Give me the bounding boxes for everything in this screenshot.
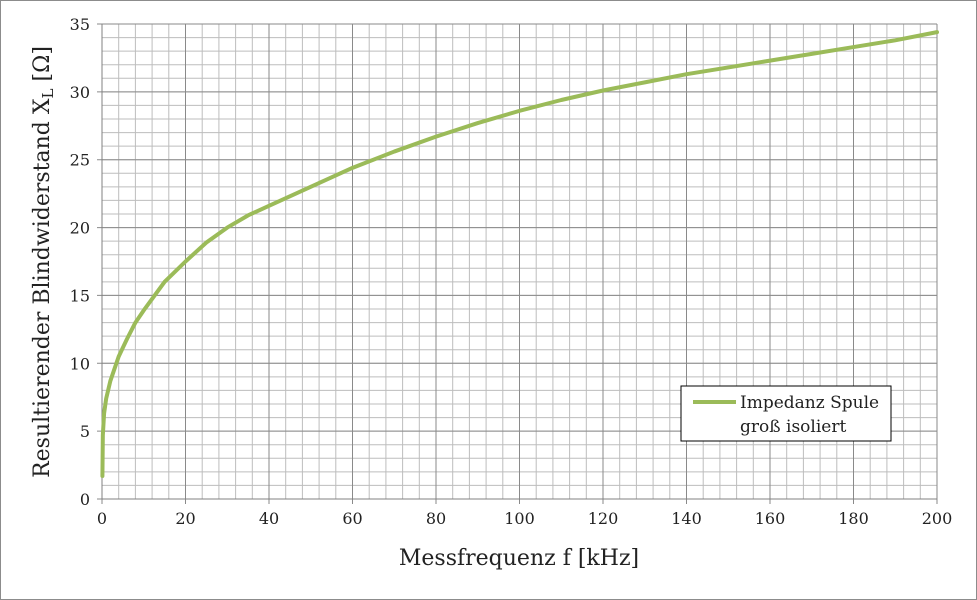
- y-axis-title-subscript: L: [39, 88, 57, 98]
- y-axis-title-suffix: [Ω]: [30, 46, 55, 88]
- x-tick-label: 200: [922, 509, 953, 528]
- series-line-0: [100, 30, 939, 478]
- x-tick-label: 180: [838, 509, 869, 528]
- x-tick-label: 40: [259, 509, 279, 528]
- x-tick-label: 100: [504, 509, 535, 528]
- x-tick-label: 140: [671, 509, 702, 528]
- legend-label-line-2: groß isoliert: [740, 417, 846, 437]
- x-tick-label: 120: [588, 509, 619, 528]
- y-tick-label: 35: [70, 15, 90, 34]
- y-axis-title: Resultierender Blindwiderstand XL [Ω]: [30, 46, 57, 478]
- y-tick-label: 0: [80, 490, 90, 509]
- legend: Impedanz Spule groß isoliert: [680, 385, 892, 442]
- legend-label-line-1: Impedanz Spule: [740, 393, 879, 413]
- y-tick-labels: 0 5 10 15 20 25 30 35: [70, 15, 90, 509]
- y-tick-label: 5: [80, 422, 90, 441]
- x-tick-label: 160: [755, 509, 786, 528]
- x-tick-label: 20: [175, 509, 195, 528]
- y-axis-title-main: Resultierender Blindwiderstand X: [30, 98, 55, 478]
- x-tick-label: 80: [426, 509, 446, 528]
- x-axis-title: Messfrequenz f [kHz]: [399, 546, 639, 571]
- legend-box: [680, 385, 892, 442]
- series-layer: [100, 30, 939, 478]
- y-tick-label: 15: [70, 286, 90, 305]
- y-tick-label: 25: [70, 151, 90, 170]
- y-tick-label: 30: [70, 83, 90, 102]
- x-tick-labels: 0 20 40 60 80 100 120 140 160 180 200: [97, 509, 952, 528]
- x-tick-label: 0: [97, 509, 107, 528]
- y-tick-label: 10: [70, 354, 90, 373]
- x-tick-label: 60: [342, 509, 362, 528]
- y-tick-label: 20: [70, 219, 90, 238]
